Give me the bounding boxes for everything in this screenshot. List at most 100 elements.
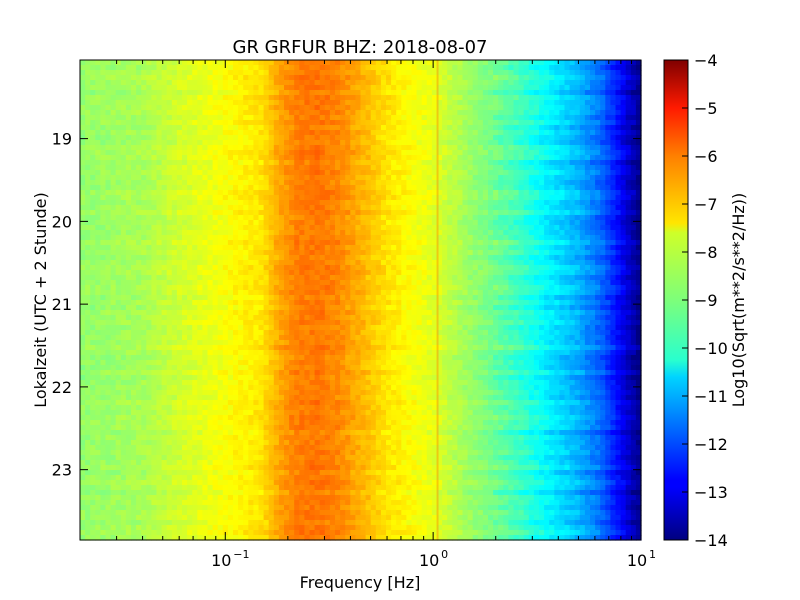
heatmap-cell (482, 90, 489, 96)
heatmap-cell (426, 280, 433, 286)
heatmap-cell (304, 190, 311, 196)
heatmap-cell (90, 130, 96, 136)
heatmap-cell (207, 150, 214, 156)
heatmap-cell (482, 75, 489, 81)
heatmap-cell (136, 105, 142, 111)
heatmap-cell (503, 265, 509, 271)
heatmap-cell (498, 75, 504, 81)
heatmap-cell (569, 85, 576, 91)
heatmap-cell (518, 245, 525, 251)
heatmap-cell (284, 285, 290, 291)
heatmap-cell (391, 175, 397, 181)
heatmap-cell (559, 130, 566, 136)
heatmap-cell (380, 250, 387, 256)
heatmap-cell (141, 250, 147, 256)
heatmap-cell (120, 230, 127, 236)
heatmap-cell (156, 250, 163, 256)
heatmap-cell (110, 115, 117, 121)
heatmap-cell (294, 90, 300, 96)
heatmap-cell (120, 170, 127, 176)
heatmap-cell (355, 85, 362, 91)
heatmap-cell (350, 170, 356, 176)
heatmap-cell (90, 220, 96, 226)
heatmap-cell (421, 275, 428, 281)
heatmap-cell (90, 180, 96, 186)
heatmap-cell (421, 60, 428, 66)
heatmap-cell (365, 155, 372, 161)
heatmap-cell (615, 70, 622, 76)
heatmap-cell (80, 145, 86, 151)
heatmap-cell (304, 210, 311, 216)
heatmap-cell (554, 190, 560, 196)
heatmap-cell (233, 275, 239, 281)
heatmap-cell (426, 125, 433, 131)
heatmap-cell (182, 75, 188, 81)
heatmap-cell (635, 145, 642, 151)
heatmap-cell (80, 165, 86, 171)
heatmap-cell (85, 215, 91, 221)
heatmap-cell (523, 205, 530, 211)
heatmap-cell (365, 170, 372, 176)
heatmap-cell (620, 255, 627, 261)
heatmap-cell (590, 220, 596, 226)
heatmap-cell (299, 120, 305, 126)
heatmap-cell (161, 270, 168, 276)
heatmap-cell (309, 275, 316, 281)
heatmap-cell (559, 90, 566, 96)
heatmap-cell (391, 200, 397, 206)
heatmap-cell (340, 65, 346, 71)
heatmap-cell (85, 65, 91, 71)
heatmap-cell (447, 240, 453, 246)
heatmap-cell (559, 255, 566, 261)
heatmap-cell (248, 140, 254, 146)
heatmap-cell (386, 215, 392, 221)
heatmap-cell (630, 80, 637, 86)
heatmap-cell (380, 160, 387, 166)
heatmap-cell (513, 120, 520, 126)
heatmap-cell (508, 275, 515, 281)
heatmap-cell (156, 85, 163, 91)
heatmap-cell (590, 145, 596, 151)
heatmap-cell (314, 280, 321, 286)
heatmap-cell (80, 75, 86, 81)
heatmap-cell (579, 275, 586, 281)
heatmap-cell (401, 260, 407, 266)
heatmap-cell (508, 180, 515, 186)
heatmap-cell (151, 265, 158, 271)
heatmap-cell (508, 200, 515, 206)
heatmap-cell (166, 280, 173, 286)
heatmap-cell (477, 220, 484, 226)
heatmap-cell (360, 180, 367, 186)
heatmap-cell (370, 65, 377, 71)
heatmap-cell (401, 190, 407, 196)
heatmap-cell (227, 95, 234, 101)
heatmap-cell (278, 255, 285, 261)
heatmap-cell (284, 265, 290, 271)
heatmap-cell (227, 85, 234, 91)
heatmap-cell (437, 70, 443, 76)
heatmap-cell (212, 70, 219, 76)
heatmap-cell (569, 195, 576, 201)
heatmap-cell (273, 85, 280, 91)
heatmap-cell (156, 130, 163, 136)
heatmap-cell (498, 150, 504, 156)
heatmap-cell (554, 170, 560, 176)
heatmap-cell (518, 260, 525, 266)
heatmap-cell (284, 185, 290, 191)
heatmap-cell (80, 115, 86, 121)
heatmap-cell (493, 100, 499, 106)
heatmap-cell (554, 65, 560, 71)
heatmap-cell (635, 170, 642, 176)
heatmap-cell (278, 190, 285, 196)
heatmap-cell (314, 160, 321, 166)
heatmap-cell (258, 275, 265, 281)
heatmap-cell (202, 165, 209, 171)
heatmap-cell (304, 150, 311, 156)
heatmap-cell (370, 245, 377, 251)
heatmap-cell (411, 150, 418, 156)
heatmap-cell (421, 170, 428, 176)
heatmap-cell (110, 75, 117, 81)
heatmap-cell (462, 170, 469, 176)
heatmap-cell (584, 150, 591, 156)
heatmap-cell (329, 205, 336, 211)
